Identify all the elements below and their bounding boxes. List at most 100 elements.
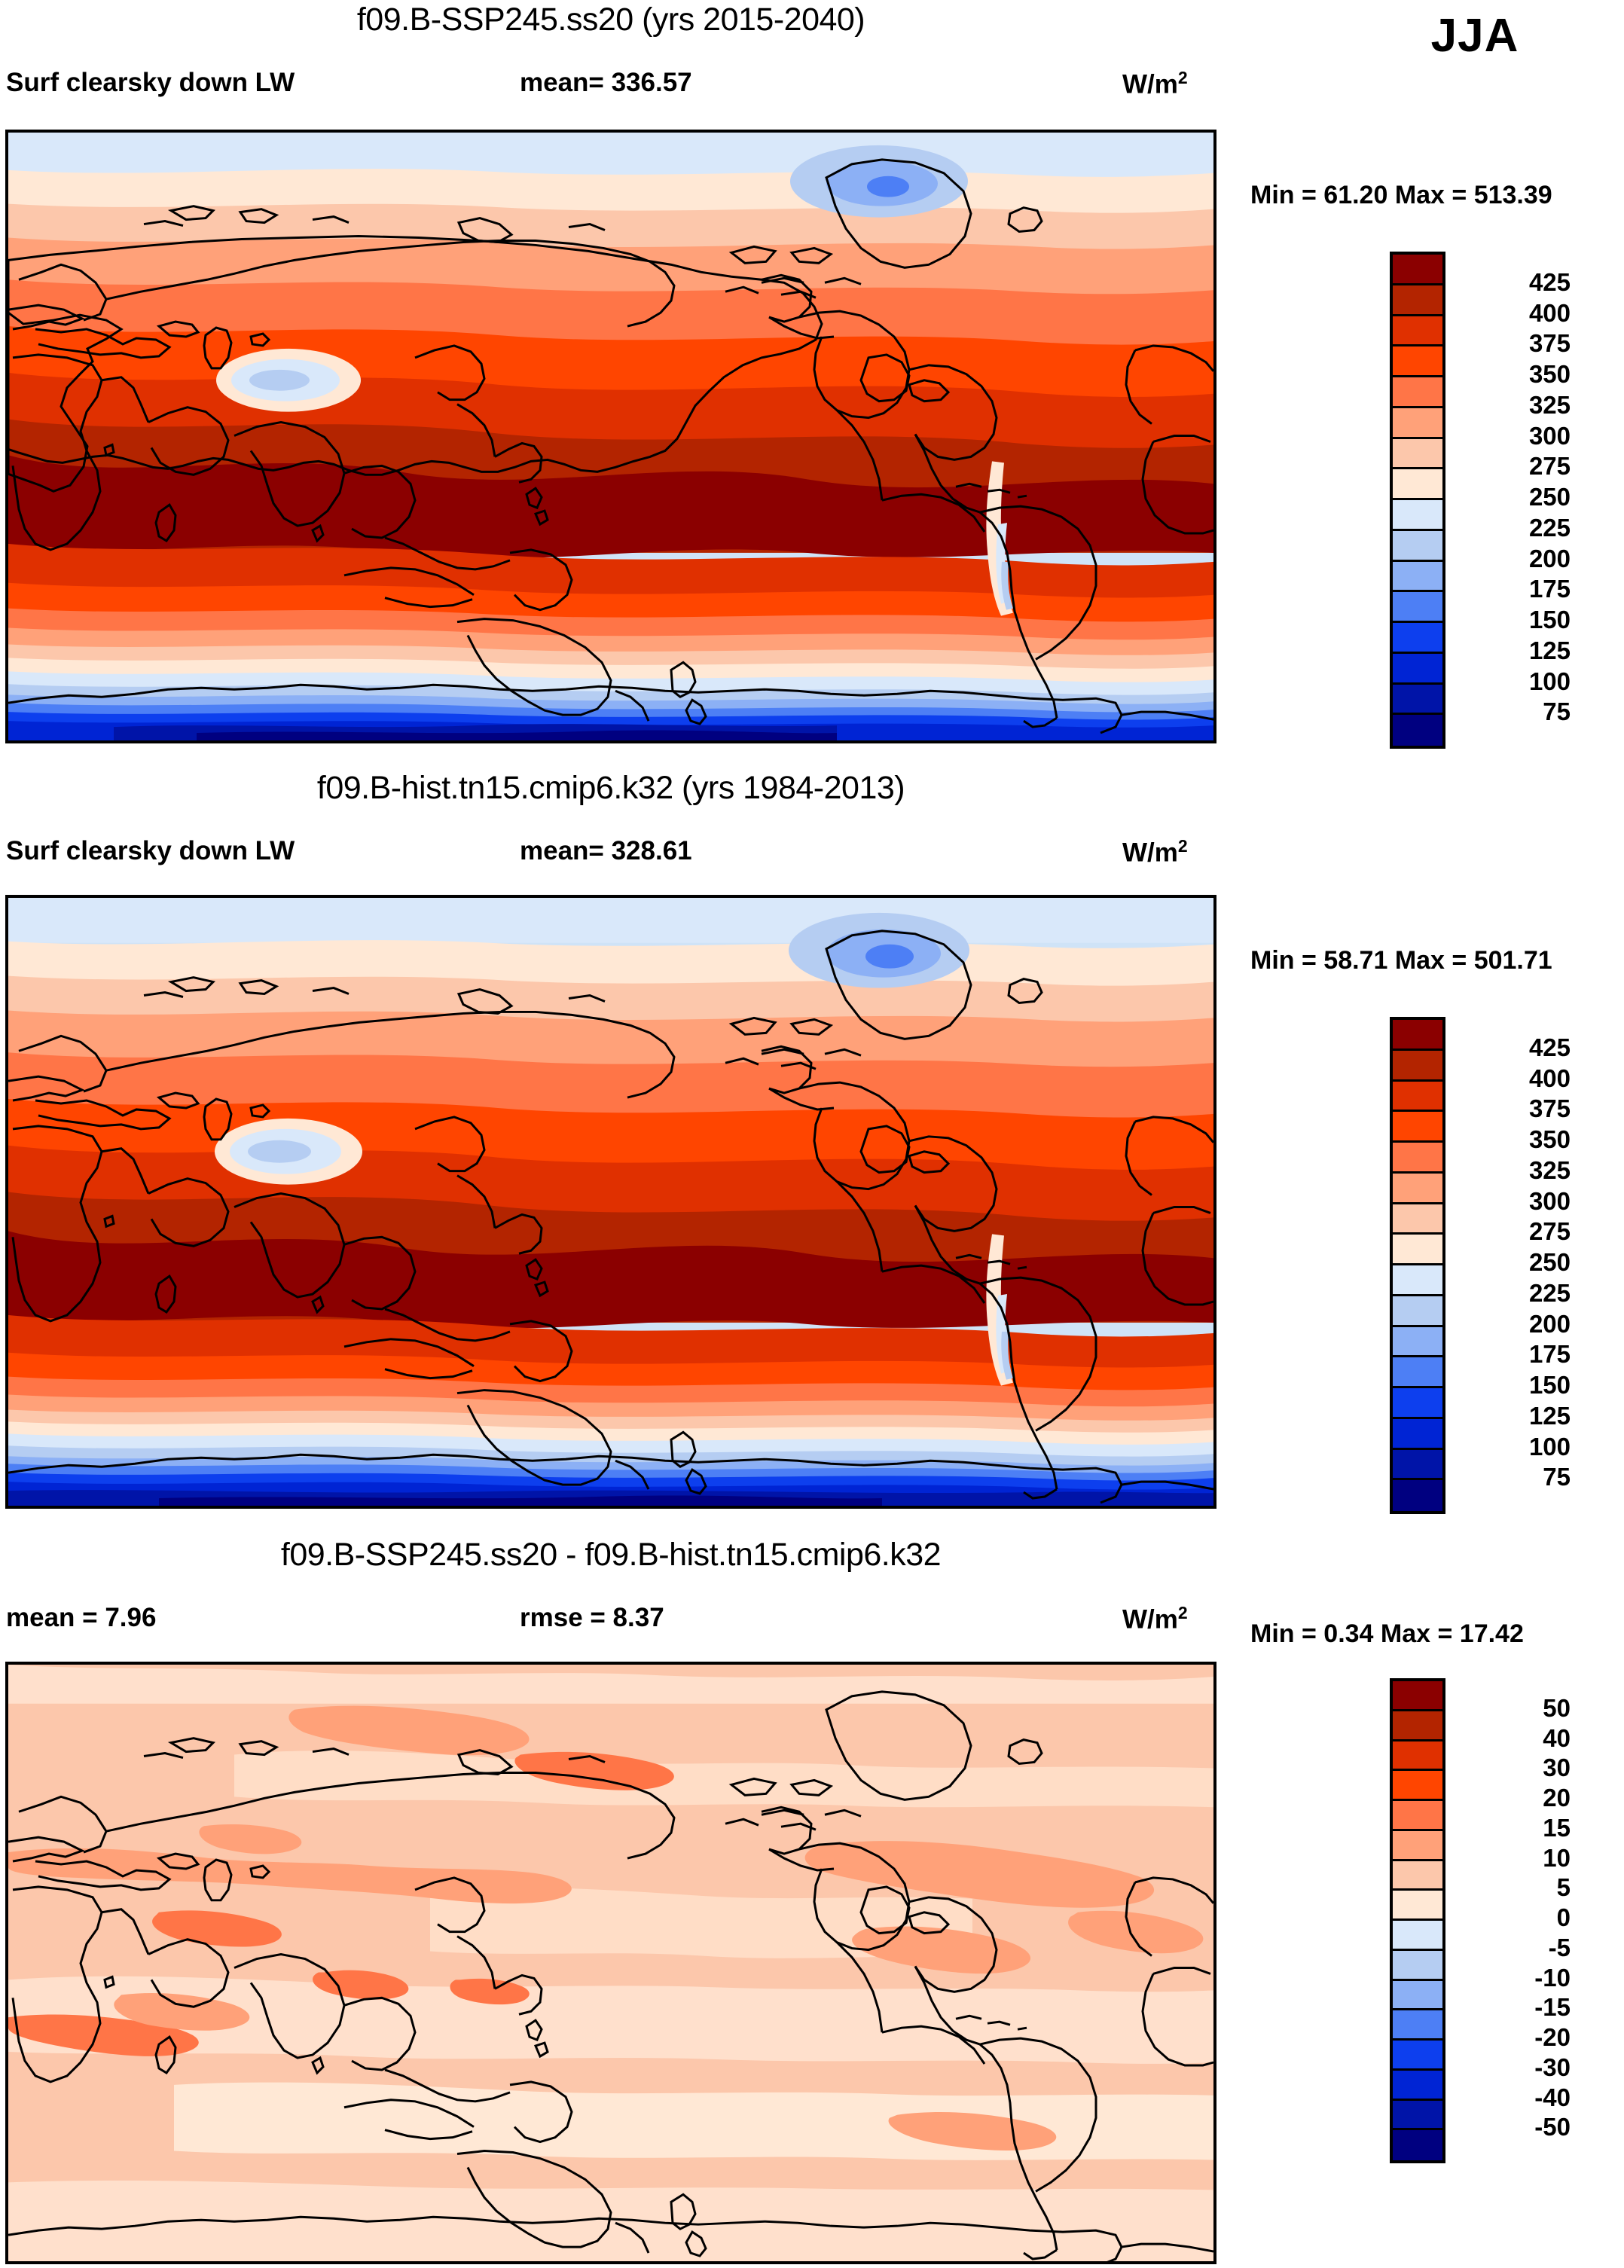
colorbar-tick-label: 425: [1528, 1033, 1571, 1061]
panel-2-units-label: W/m2: [1122, 836, 1188, 868]
colorbar-band: [1393, 255, 1442, 285]
panel-1-colorbar[interactable]: [1390, 252, 1445, 749]
colorbar-tick-label: 75: [1543, 697, 1571, 726]
colorbar-tick-label: 375: [1528, 329, 1571, 358]
panel-3-colorbar[interactable]: [1390, 1678, 1445, 2163]
colorbar-tick-label: 225: [1528, 1278, 1571, 1307]
colorbar-tick-label: 125: [1528, 1401, 1571, 1430]
colorbar-band: [1393, 1173, 1442, 1204]
colorbar-tick-label: 350: [1528, 1125, 1571, 1153]
colorbar-band: [1393, 684, 1442, 716]
colorbar-band: [1393, 1081, 1442, 1113]
colorbar-band: [1393, 1830, 1442, 1861]
panel-2-stat-label: mean= 328.61: [520, 836, 692, 865]
colorbar-tick-label: 250: [1528, 1248, 1571, 1276]
colorbar-tick-label: -10: [1534, 1963, 1571, 1992]
colorbar-band: [1393, 1480, 1442, 1511]
panel-3: f09.B-SSP245.ss20 - f09.B-hist.tn15.cmip…: [0, 1537, 1624, 2268]
colorbar-tick-label: 275: [1528, 1217, 1571, 1246]
panel-2: f09.B-hist.tn15.cmip6.k32 (yrs 1984-2013…: [0, 768, 1624, 1525]
colorbar-tick-label: 350: [1528, 360, 1571, 388]
colorbar-band: [1393, 2010, 1442, 2041]
colorbar-band: [1393, 1980, 1442, 2011]
colorbar-band: [1393, 530, 1442, 562]
colorbar-tick-label: 375: [1528, 1094, 1571, 1123]
panel-3-units-text: W/m: [1122, 1604, 1178, 1635]
colorbar-band: [1393, 1860, 1442, 1891]
colorbar-band: [1393, 1296, 1442, 1327]
colorbar-tick-label: 300: [1528, 1186, 1571, 1215]
panel-3-bands: [8, 1665, 1213, 2261]
colorbar-tick-label: -50: [1534, 2113, 1571, 2141]
colorbar-band: [1393, 561, 1442, 593]
panel-2-variable-label: Surf clearsky down LW: [6, 836, 295, 865]
panel-3-map[interactable]: [5, 1662, 1216, 2264]
panel-1-units-exponent: 2: [1177, 68, 1188, 87]
colorbar-band: [1393, 1235, 1442, 1265]
panel-1-bands: [8, 133, 1213, 740]
colorbar-tick-label: -5: [1548, 1933, 1571, 1961]
panel-3-minmax: Min = 0.34 Max = 17.42: [1250, 1619, 1524, 1648]
panel-2-bands: [8, 898, 1213, 1506]
panel-2-colorbar[interactable]: [1390, 1017, 1445, 1514]
colorbar-band: [1393, 1449, 1442, 1481]
panel-2-map-svg: [8, 898, 1213, 1506]
panel-1-map-svg: [8, 133, 1213, 740]
colorbar-band: [1393, 469, 1442, 500]
panel-1-variable-label: Surf clearsky down LW: [6, 68, 295, 97]
colorbar-band: [1393, 1050, 1442, 1082]
panel-2-coastlines: [8, 929, 1213, 1504]
panel-2-map[interactable]: [5, 895, 1216, 1509]
colorbar-tick-label: 15: [1543, 1813, 1571, 1842]
colorbar-band: [1393, 1921, 1442, 1951]
colorbar-tick-label: -15: [1534, 1993, 1571, 2022]
colorbar-tick-label: 150: [1528, 606, 1571, 633]
colorbar-tick-label: 10: [1543, 1843, 1571, 1872]
colorbar-tick-label: 175: [1528, 575, 1571, 603]
colorbar-tick-label: 225: [1528, 513, 1571, 542]
panel-2-units-exponent: 2: [1177, 836, 1188, 856]
colorbar-tick-label: 30: [1543, 1754, 1571, 1782]
colorbar-tick-label: 300: [1528, 421, 1571, 450]
colorbar-band: [1393, 1681, 1442, 1711]
colorbar-band: [1393, 316, 1442, 347]
colorbar-band: [1393, 1388, 1442, 1419]
panel-3-colorbar-ticks: 50 40 30 20 15 10 5 0 -5 -10 -15 -20 -30 -40 -50: [1450, 1678, 1571, 2157]
panel-3-units-exponent: 2: [1177, 1603, 1188, 1622]
panel-1: f09.B-SSP245.ss20 (yrs 2015-2040) Surf c…: [0, 0, 1624, 757]
colorbar-band: [1393, 438, 1442, 470]
panel-2-colorbar-ticks: 425 400 375 350 325 300 275 250 225 200 175 150 125 1…: [1450, 1017, 1571, 1508]
colorbar-tick-label: 125: [1528, 636, 1571, 664]
panel-1-units-text: W/m: [1122, 69, 1178, 99]
colorbar-tick-label: 50: [1543, 1693, 1571, 1722]
colorbar-band: [1393, 1326, 1442, 1358]
colorbar-tick-label: 275: [1528, 452, 1571, 481]
panel-1-title: f09.B-SSP245.ss20 (yrs 2015-2040): [356, 2, 865, 38]
colorbar-band: [1393, 2070, 1442, 2101]
panel-3-map-svg: [8, 1665, 1213, 2261]
panel-1-map[interactable]: [5, 130, 1216, 743]
panel-2-title: f09.B-hist.tn15.cmip6.k32 (yrs 1984-2013…: [316, 770, 905, 806]
colorbar-tick-label: -20: [1534, 2023, 1571, 2051]
colorbar-band: [1393, 1418, 1442, 1450]
colorbar-tick-label: 150: [1528, 1371, 1571, 1399]
panel-2-units-text: W/m: [1122, 838, 1178, 868]
colorbar-tick-label: 325: [1528, 390, 1571, 419]
colorbar-band: [1393, 623, 1442, 654]
colorbar-tick-label: 0: [1556, 1903, 1571, 1931]
colorbar-band: [1393, 715, 1442, 746]
colorbar-band: [1393, 2130, 1442, 2160]
colorbar-tick-label: 200: [1528, 1309, 1571, 1338]
panel-3-mean-label: mean = 7.96: [6, 1603, 157, 1632]
colorbar-tick-label: 100: [1528, 667, 1571, 695]
colorbar-tick-label: 20: [1543, 1784, 1571, 1812]
panel-3-title: f09.B-SSP245.ss20 - f09.B-hist.tn15.cmip…: [280, 1537, 942, 1573]
colorbar-tick-label: 100: [1528, 1432, 1571, 1461]
colorbar-tick-label: 250: [1528, 483, 1571, 511]
colorbar-tick-label: 75: [1543, 1463, 1571, 1491]
colorbar-band: [1393, 2100, 1442, 2131]
colorbar-band: [1393, 377, 1442, 408]
colorbar-tick-label: 200: [1528, 544, 1571, 572]
colorbar-band: [1393, 1771, 1442, 1801]
panel-1-colorbar-ticks: 425 400 375 350 325 300 275 250 225 200 175 150 125 1…: [1450, 252, 1571, 743]
